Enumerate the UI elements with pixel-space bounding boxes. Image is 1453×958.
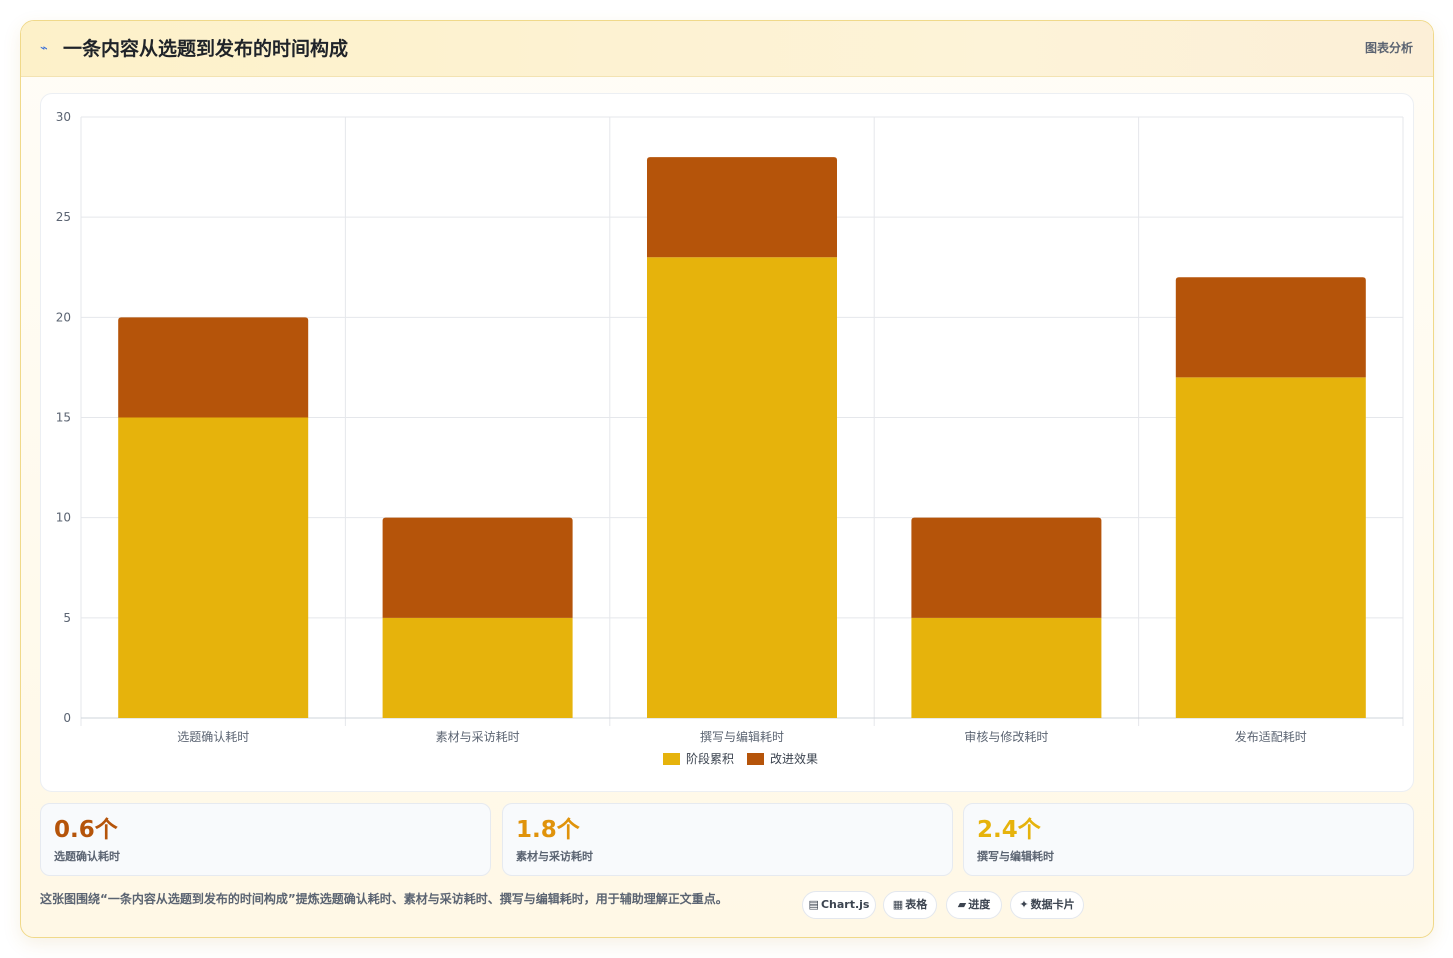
y-tick-label: 25	[56, 210, 71, 224]
x-tick-label: 素材与采访耗时	[436, 730, 520, 744]
pill-label: 数据卡片	[1030, 898, 1075, 911]
legend-label: 阶段累积	[686, 751, 734, 766]
pill-chartjs[interactable]: ▤ Chart.js	[802, 891, 876, 919]
stat-value: 1.8个	[516, 817, 580, 843]
stat-label: 选题确认耗时	[54, 850, 120, 863]
pill-data-card[interactable]: ✦ 数据卡片	[1010, 891, 1084, 919]
stat-card-1: 0.6个 选题确认耗时	[40, 803, 491, 876]
pill-label: 进度	[968, 898, 991, 911]
bar-segment	[382, 517, 573, 618]
sparkle-icon: ✦	[1019, 898, 1029, 911]
y-tick-label: 0	[63, 711, 71, 725]
chart-description: 这张图围绕“一条内容从选题到发布的时间构成”提炼选题确认耗时、素材与采访耗时、撰…	[40, 892, 728, 906]
chart-analysis-tag: 图表分析	[1364, 41, 1413, 55]
bar-segment	[382, 617, 573, 718]
x-tick-label: 撰写与编辑耗时	[700, 729, 784, 744]
table-icon: ▦	[892, 898, 904, 911]
bar-segment	[1175, 377, 1366, 718]
chart-card: 0 5 10 15 20 25 30 选题确认耗时 素材与采访耗时 撰写与编辑耗时 审核与修改耗时 发…	[40, 93, 1414, 792]
bar-segment	[118, 417, 309, 718]
lightning-icon: ⌁	[40, 41, 48, 56]
pill-progress[interactable]: ▰ 进度	[946, 891, 1002, 919]
stat-card-3: 2.4个 撰写与编辑耗时	[963, 803, 1414, 876]
chart-panel: ⌁ 一条内容从选题到发布的时间构成 图表分析 0 5 10 15 20 25 30 选题确认耗…	[20, 20, 1434, 938]
bar-segment	[647, 157, 837, 258]
stat-value: 0.6个	[54, 817, 118, 843]
progress-icon: ▰	[957, 898, 967, 911]
stat-card-2: 1.8个 素材与采访耗时	[502, 803, 953, 876]
panel-header: ⌁ 一条内容从选题到发布的时间构成 图表分析	[21, 21, 1433, 77]
page-title: 一条内容从选题到发布的时间构成	[63, 38, 349, 60]
x-tick-label: 审核与修改耗时	[964, 729, 1048, 744]
bar-segment	[647, 257, 837, 718]
y-tick-label: 10	[56, 511, 71, 525]
stat-label: 撰写与编辑耗时	[977, 850, 1054, 863]
pill-label: 表格	[905, 898, 928, 911]
pill-table[interactable]: ▦ 表格	[883, 891, 937, 919]
legend-label: 改进效果	[770, 751, 818, 766]
pill-label: Chart.js	[820, 898, 870, 911]
x-tick-label: 选题确认耗时	[177, 730, 249, 744]
bar-segment	[911, 617, 1102, 718]
chart-icon: ▤	[808, 898, 819, 911]
stacked-bar-chart: 0 5 10 15 20 25 30 选题确认耗时 素材与采访耗时 撰写与编辑耗时 审核与修改耗时 发…	[56, 110, 1404, 766]
y-tick-label: 15	[56, 411, 71, 425]
bar-segment	[1175, 277, 1366, 378]
stat-value: 2.4个	[977, 817, 1041, 843]
x-tick-label: 发布适配耗时	[1235, 729, 1307, 744]
stat-label: 素材与采访耗时	[516, 850, 593, 863]
y-tick-label: 5	[63, 611, 71, 625]
legend-swatch	[747, 753, 764, 765]
y-tick-label: 30	[56, 110, 71, 124]
bar-segment	[118, 317, 309, 418]
legend-swatch	[663, 753, 680, 765]
y-tick-label: 20	[56, 310, 71, 324]
bar-segment	[911, 517, 1102, 618]
